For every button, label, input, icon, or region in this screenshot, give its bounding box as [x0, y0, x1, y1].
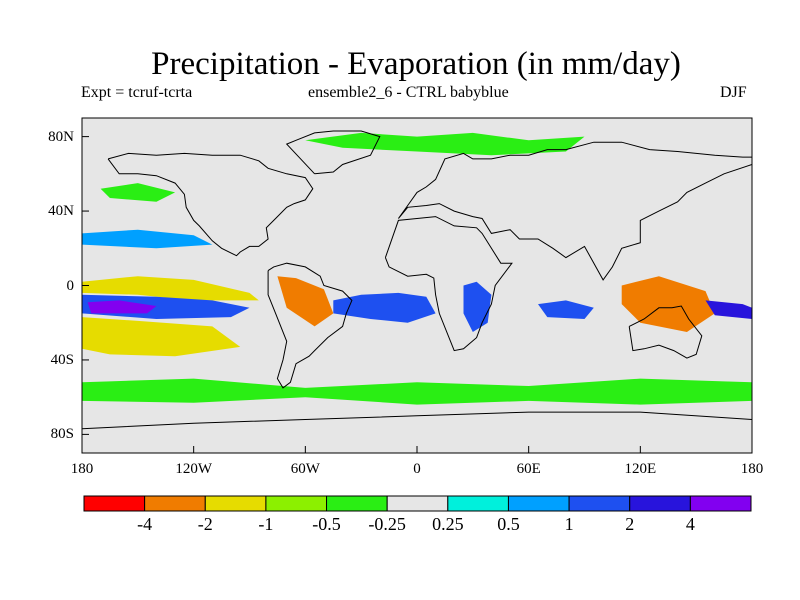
- coastline-africa: [384, 216, 513, 352]
- colorbar-swatch: [447, 495, 509, 512]
- region-arctic-drying: [305, 132, 585, 156]
- colorbar-swatch: [386, 495, 449, 512]
- colorbar-label: 0.5: [497, 514, 520, 534]
- x-tick-label: 0: [413, 461, 421, 477]
- colorbar-label: -1: [258, 514, 274, 534]
- colorbar-swatch: [144, 495, 206, 512]
- region-western-pacific-wetting: [705, 300, 752, 319]
- colorbar-swatch: [326, 495, 388, 512]
- colorbar-label: 1: [564, 514, 574, 534]
- colorbar-label: 0.25: [432, 514, 464, 534]
- region-amazon-drying: [277, 276, 334, 327]
- colorbar-label: 4: [685, 514, 695, 534]
- colorbar-swatch: [507, 495, 570, 512]
- colorbar-swatch: [689, 495, 752, 512]
- field-contours: [82, 132, 752, 405]
- colorbar: [83, 495, 752, 512]
- region-east-africa-wetting: [463, 281, 492, 332]
- coastline-north-america: [107, 152, 314, 257]
- colorbar-swatch: [265, 495, 328, 512]
- colorbar-label: -0.25: [368, 514, 406, 534]
- region-south-atlantic-wetting: [333, 292, 436, 323]
- colorbar-swatch: [204, 495, 267, 512]
- x-tick-label: 60W: [290, 461, 320, 477]
- colorbar-label: 2: [625, 514, 635, 534]
- colorbar-swatch: [568, 495, 631, 512]
- region-south-pacific-mild-drying: [82, 317, 241, 357]
- figure-title: Precipitation - Evaporation (in mm/day): [151, 46, 681, 82]
- season-label: DJF: [720, 84, 747, 101]
- region-southern-ocean-drying: [82, 378, 752, 405]
- region-tropical-pacific-drying-north: [82, 276, 259, 301]
- y-tick-label: 0: [66, 277, 75, 294]
- y-tick-label: 80S: [50, 426, 74, 443]
- coastline-greenland: [285, 130, 381, 175]
- coastlines: [82, 130, 752, 430]
- x-tick-label: 120E: [624, 461, 657, 477]
- axis-ticks: [81, 136, 753, 453]
- ensemble-label: ensemble2_6 - CTRL babyblue: [308, 84, 509, 101]
- region-central-pacific-strong-wetting: [87, 300, 157, 314]
- x-tick-label: 60E: [516, 461, 541, 477]
- coastline-south-america: [267, 262, 353, 389]
- region-north-pacific-wet-band: [82, 229, 213, 249]
- region-north-pacific-dry-patch: [100, 183, 176, 202]
- x-tick-label: 120W: [175, 461, 212, 477]
- colorbar-label: -4: [137, 514, 153, 534]
- coastline-antarctica: [82, 411, 752, 430]
- y-tick-label: 40N: [48, 203, 74, 220]
- y-tick-label: 80N: [48, 128, 74, 145]
- colorbar-swatch: [83, 495, 146, 512]
- colorbar-label: -0.5: [312, 514, 341, 534]
- x-tick-label: 180: [740, 461, 764, 477]
- coastline-australia: [628, 305, 703, 359]
- coastline-eurasia: [397, 141, 752, 281]
- region-indian-ocean-wetting: [538, 300, 594, 319]
- y-tick-label: 40S: [50, 351, 74, 368]
- experiment-label: Expt = tcruf-tcrta: [81, 84, 193, 101]
- x-tick-label: 180: [70, 461, 94, 477]
- colorbar-swatch: [629, 495, 691, 512]
- colorbar-label: -2: [197, 514, 213, 534]
